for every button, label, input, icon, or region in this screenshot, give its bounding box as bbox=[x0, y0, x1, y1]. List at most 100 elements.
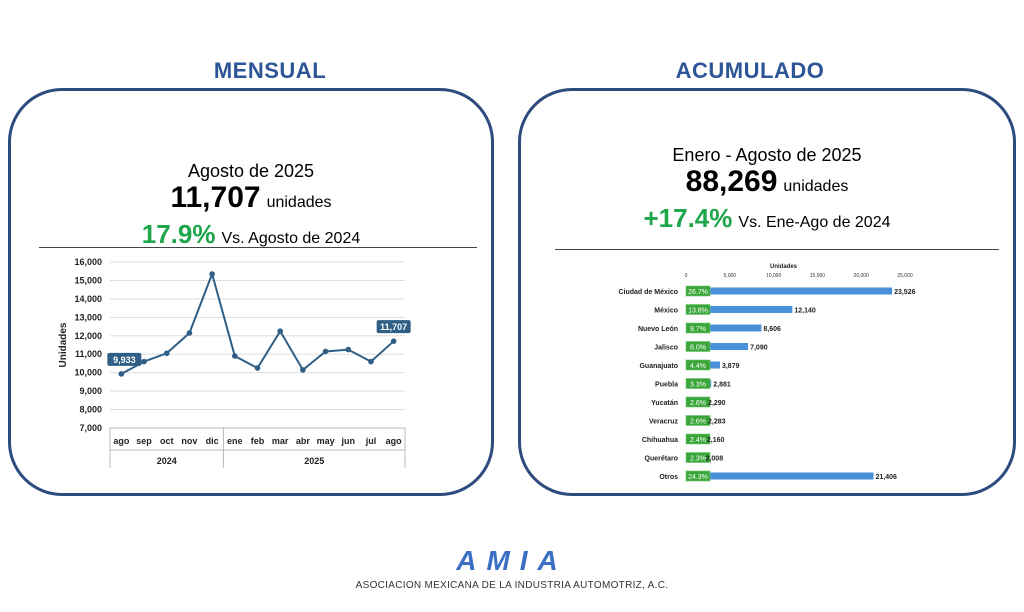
bar-category-label: Nuevo León bbox=[638, 326, 678, 333]
share-box bbox=[685, 322, 711, 334]
share-label: 3.3% bbox=[690, 382, 706, 389]
cumulative-change: +17.4% bbox=[643, 203, 733, 233]
x-tick-label: nov bbox=[181, 436, 197, 446]
share-box bbox=[685, 285, 711, 297]
x-group-label: 2024 bbox=[157, 456, 177, 466]
bar bbox=[686, 324, 762, 332]
x-tick-label: abr bbox=[296, 436, 311, 446]
x-tick-label: 15,000 bbox=[810, 273, 826, 279]
data-point bbox=[368, 358, 374, 365]
bar-category-label: Querétaro bbox=[645, 456, 678, 463]
bar-value-label: 21,406 bbox=[876, 474, 898, 481]
share-box bbox=[685, 378, 711, 389]
cumulative-unit: unidades bbox=[783, 178, 849, 195]
x-tick-label: may bbox=[317, 436, 335, 446]
x-tick-label: sep bbox=[136, 436, 152, 446]
data-point bbox=[118, 371, 125, 377]
monthly-total: 11,707 unidades bbox=[11, 181, 491, 215]
share-box bbox=[685, 359, 711, 371]
cumulative-change-label: Vs. Ene-Ago de 2024 bbox=[738, 214, 891, 231]
callout-label: 11,707 bbox=[380, 322, 407, 332]
share-label: 2.3% bbox=[690, 456, 706, 463]
bar-value-label: 7,090 bbox=[750, 345, 768, 352]
share-box bbox=[685, 341, 711, 352]
y-tick-label: 8,000 bbox=[79, 405, 102, 415]
monthly-period: Agosto de 2025 bbox=[187, 161, 315, 181]
bar-category-label: Otros bbox=[659, 474, 678, 481]
monthly-series-line bbox=[120, 270, 395, 375]
share-box bbox=[685, 415, 711, 426]
x-tick-label: jun bbox=[341, 436, 356, 446]
bar-value-label: 8,606 bbox=[763, 326, 781, 333]
monthly-change: 17.9% bbox=[141, 219, 216, 249]
x-group-label: 2025 bbox=[304, 456, 324, 466]
share-label: 8.0% bbox=[690, 345, 706, 352]
bar bbox=[686, 343, 749, 350]
bar-value-label: 23,526 bbox=[894, 289, 916, 296]
cumulative-total: 88,269 unidades bbox=[521, 165, 1013, 199]
bar bbox=[686, 287, 893, 295]
bar-category-label: Yucatán bbox=[651, 400, 678, 407]
callout-box bbox=[107, 352, 142, 366]
share-label: 4.4% bbox=[690, 363, 706, 370]
bar bbox=[686, 306, 793, 313]
share-box bbox=[685, 304, 711, 315]
bar-category-label: Chihuahua bbox=[642, 437, 678, 444]
share-box bbox=[685, 470, 711, 482]
data-point bbox=[322, 348, 329, 355]
share-box bbox=[685, 452, 711, 463]
share-label: 9.7% bbox=[690, 326, 706, 333]
bar-value-label: 2,008 bbox=[706, 456, 724, 463]
x-tick-label: ago bbox=[386, 436, 403, 446]
bar-value-label: 2,881 bbox=[713, 382, 731, 389]
data-point bbox=[390, 338, 397, 344]
x-tick-label: dic bbox=[206, 436, 219, 446]
y-tick-label: 12,000 bbox=[74, 331, 102, 341]
data-point bbox=[277, 328, 283, 334]
monthly-unit: unidades bbox=[266, 194, 332, 211]
x-tick-label: 20,000 bbox=[854, 273, 870, 279]
data-point bbox=[163, 350, 170, 357]
data-point bbox=[209, 271, 215, 277]
callout-label: 9,933 bbox=[113, 355, 136, 365]
organization-name: ASOCIACION MEXICANA DE LA INDUSTRIA AUTO… bbox=[355, 580, 669, 591]
acumulado-heading: ACUMULADO bbox=[675, 58, 825, 83]
cumulative-comparison: +17.4% Vs. Ene-Ago de 2024 bbox=[521, 203, 1013, 234]
y-tick-label: 16,000 bbox=[74, 257, 102, 267]
share-box bbox=[685, 433, 711, 445]
y-tick-label: 14,000 bbox=[74, 294, 102, 304]
data-point bbox=[254, 365, 261, 371]
bar-category-label: Puebla bbox=[655, 382, 678, 389]
bar-value-label: 12,140 bbox=[794, 308, 816, 315]
bar-category-label: México bbox=[654, 308, 678, 315]
y-tick-label: 11,000 bbox=[75, 349, 102, 359]
x-axis-title: Unidades bbox=[770, 264, 798, 270]
bar-value-label: 3,879 bbox=[722, 363, 740, 370]
share-label: 13.8% bbox=[688, 308, 708, 315]
share-label: 26.7% bbox=[688, 289, 708, 296]
share-label: 2.6% bbox=[690, 400, 706, 407]
bar-value-label: 2,290 bbox=[708, 400, 726, 407]
amia-logo: AMIA ASOCIACION MEXICANA DE LA INDUSTRIA… bbox=[0, 547, 1024, 592]
y-axis-title: Unidades bbox=[58, 322, 69, 367]
data-point bbox=[232, 353, 238, 359]
y-tick-label: 9,000 bbox=[79, 386, 102, 396]
bar-value-label: 2,283 bbox=[708, 419, 726, 426]
x-tick-label: ene bbox=[227, 436, 243, 446]
x-tick-label: ago bbox=[113, 436, 130, 446]
x-tick-label: oct bbox=[160, 436, 174, 446]
cumulative-value: 88,269 bbox=[685, 165, 778, 198]
x-tick-label: 25,000 bbox=[897, 273, 913, 279]
x-tick-label: mar bbox=[272, 436, 289, 446]
monthly-value: 11,707 bbox=[170, 181, 261, 214]
monthly-change-label: Vs. Agosto de 2024 bbox=[221, 230, 361, 247]
cumulative-period: Enero - Agosto de 2025 bbox=[672, 145, 862, 165]
x-tick-label: 0 bbox=[685, 273, 688, 279]
mensual-heading: MENSUAL bbox=[213, 58, 327, 83]
x-tick-label: 10,000 bbox=[766, 273, 782, 279]
x-tick-label: feb bbox=[251, 436, 265, 446]
data-point bbox=[345, 346, 352, 353]
bar-category-label: Guanajuato bbox=[639, 363, 678, 370]
x-tick-label: 5,000 bbox=[724, 273, 737, 279]
share-label: 2.6% bbox=[690, 419, 706, 426]
